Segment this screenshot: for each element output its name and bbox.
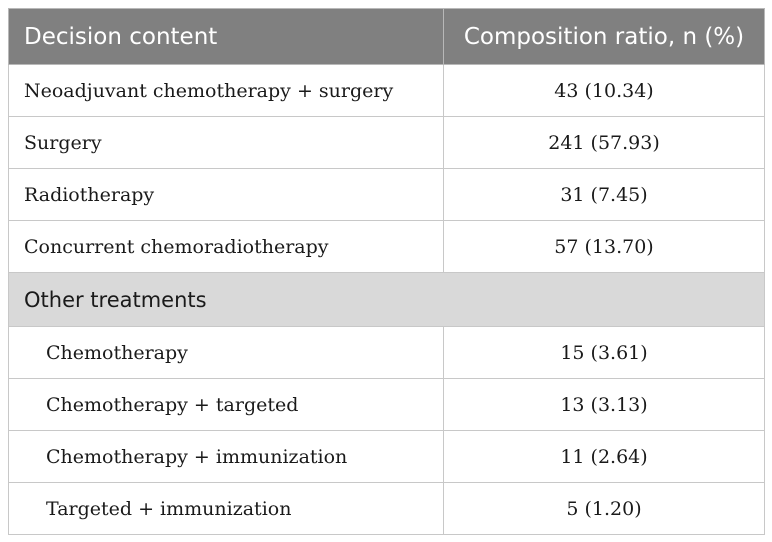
row-value: 13 (3.13) bbox=[443, 378, 765, 431]
table-row: Chemotherapy + targeted 13 (3.13) bbox=[8, 378, 765, 431]
row-label: Surgery bbox=[8, 116, 444, 169]
row-label: Chemotherapy + immunization bbox=[8, 430, 444, 483]
table-row: Chemotherapy 15 (3.61) bbox=[8, 326, 765, 379]
row-value: 5 (1.20) bbox=[443, 482, 765, 535]
table-row: Targeted + immunization 5 (1.20) bbox=[8, 482, 765, 535]
table-row: Neoadjuvant chemotherapy + surgery 43 (1… bbox=[8, 64, 765, 117]
table-row: Concurrent chemoradiotherapy 57 (13.70) bbox=[8, 220, 765, 273]
row-label: Radiotherapy bbox=[8, 168, 444, 221]
row-value: 31 (7.45) bbox=[443, 168, 765, 221]
table-row: Surgery 241 (57.93) bbox=[8, 116, 765, 169]
row-label: Chemotherapy bbox=[8, 326, 444, 379]
row-value: 43 (10.34) bbox=[443, 64, 765, 117]
row-value: 11 (2.64) bbox=[443, 430, 765, 483]
table-row: Radiotherapy 31 (7.45) bbox=[8, 168, 765, 221]
column-header-composition-ratio: Composition ratio, n (%) bbox=[443, 8, 765, 65]
row-label: Chemotherapy + targeted bbox=[8, 378, 444, 431]
table-header-row: Decision content Composition ratio, n (%… bbox=[8, 8, 765, 65]
column-header-decision-content: Decision content bbox=[8, 8, 444, 65]
row-label: Neoadjuvant chemotherapy + surgery bbox=[8, 64, 444, 117]
row-label: Concurrent chemoradiotherapy bbox=[8, 220, 444, 273]
row-label: Targeted + immunization bbox=[8, 482, 444, 535]
treatment-decision-table: Decision content Composition ratio, n (%… bbox=[8, 8, 765, 535]
section-header-row: Other treatments bbox=[8, 272, 765, 327]
section-title-other-treatments: Other treatments bbox=[8, 272, 765, 327]
table-row: Chemotherapy + immunization 11 (2.64) bbox=[8, 430, 765, 483]
row-value: 57 (13.70) bbox=[443, 220, 765, 273]
row-value: 15 (3.61) bbox=[443, 326, 765, 379]
row-value: 241 (57.93) bbox=[443, 116, 765, 169]
